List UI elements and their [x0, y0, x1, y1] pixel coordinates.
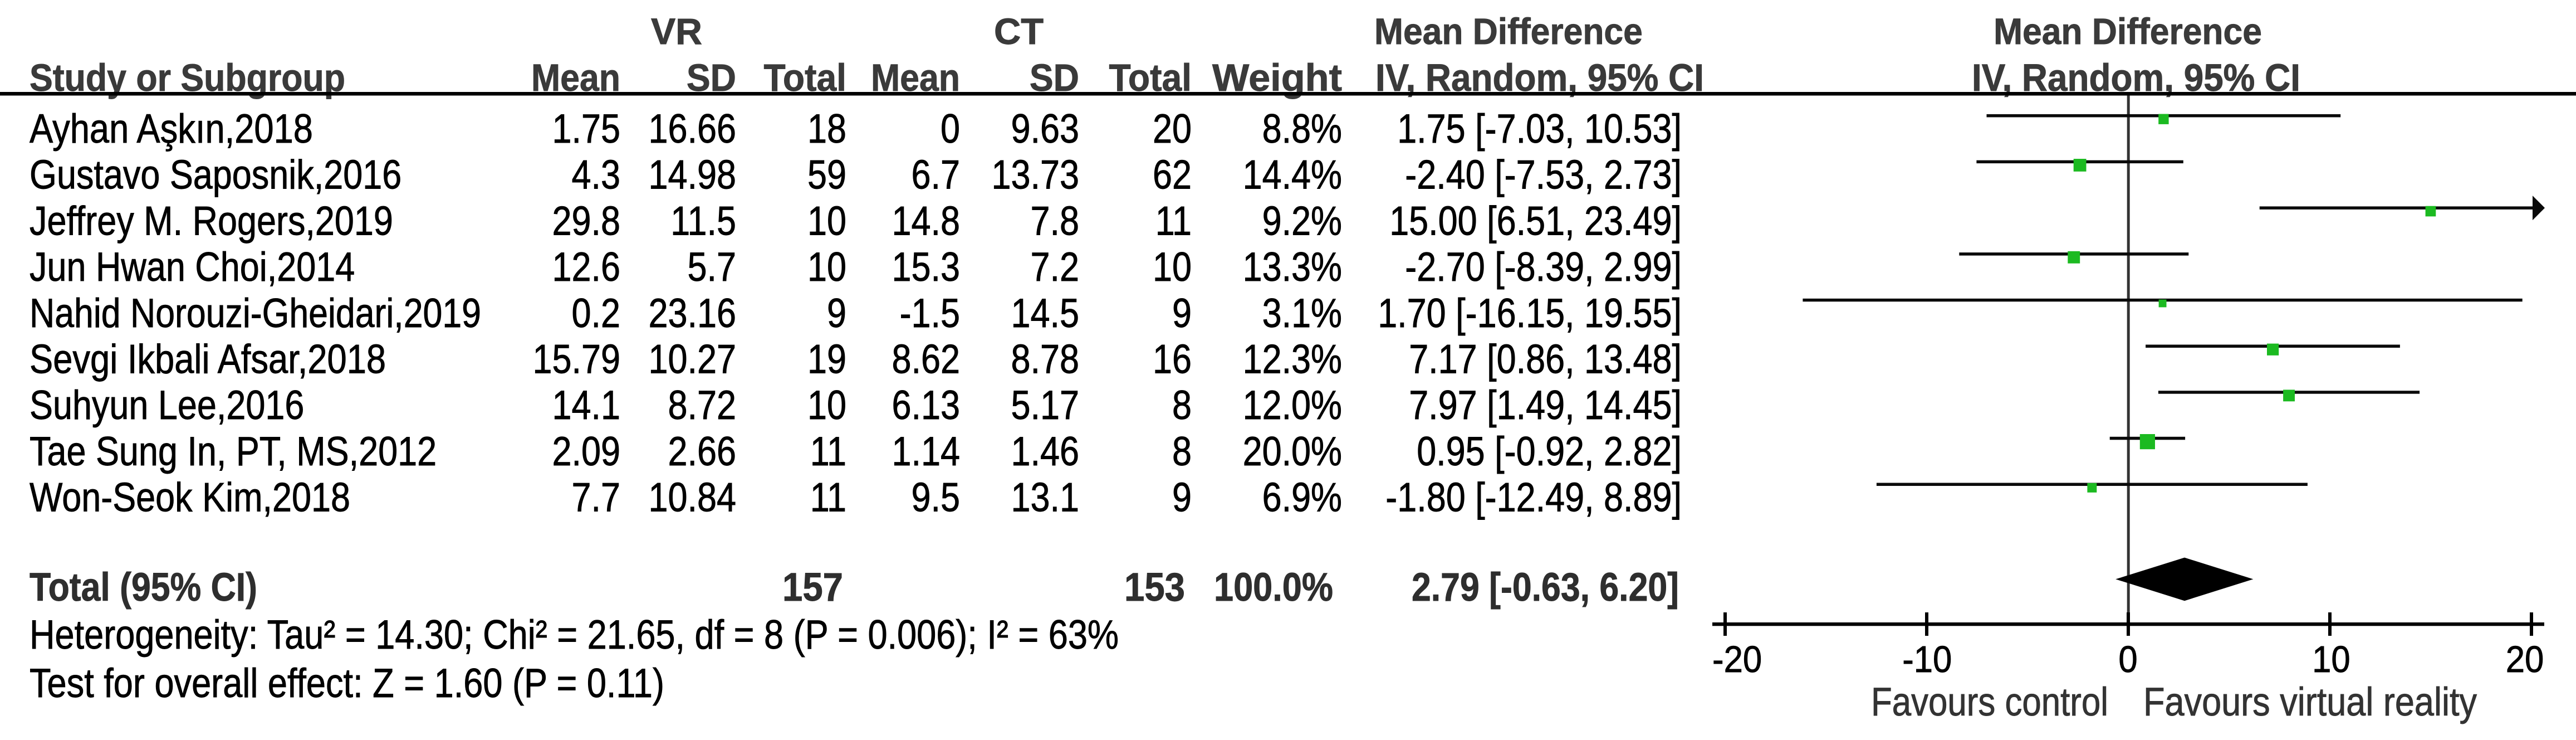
svg-text:12.6: 12.6: [552, 245, 621, 290]
svg-text:3.1%: 3.1%: [1262, 291, 1342, 336]
svg-text:Heterogeneity: Tau² = 14.30; C: Heterogeneity: Tau² = 14.30; Chi² = 21.6…: [30, 612, 1119, 658]
svg-text:23.16: 23.16: [649, 291, 737, 336]
svg-text:-1.80 [-12.49, 8.89]: -1.80 [-12.49, 8.89]: [1385, 475, 1682, 520]
svg-text:6.13: 6.13: [892, 383, 961, 428]
svg-text:2.79 [-0.63, 6.20]: 2.79 [-0.63, 6.20]: [1412, 566, 1679, 610]
svg-text:1.46: 1.46: [1011, 429, 1080, 474]
svg-text:-2.70 [-8.39, 2.99]: -2.70 [-8.39, 2.99]: [1405, 245, 1682, 290]
svg-text:-10: -10: [1902, 639, 1952, 680]
svg-text:Total (95% CI): Total (95% CI): [30, 566, 257, 610]
svg-text:16: 16: [1153, 337, 1192, 382]
svg-text:5.17: 5.17: [1011, 383, 1080, 428]
svg-text:8.8%: 8.8%: [1262, 106, 1342, 152]
svg-text:0: 0: [941, 106, 960, 152]
svg-text:14.8: 14.8: [892, 198, 961, 244]
svg-text:9.5: 9.5: [912, 475, 961, 520]
svg-text:15.00 [6.51, 23.49]: 15.00 [6.51, 23.49]: [1389, 198, 1682, 244]
svg-text:20.0%: 20.0%: [1243, 429, 1342, 474]
svg-text:Mean Difference: Mean Difference: [1994, 11, 2262, 52]
svg-text:12.0%: 12.0%: [1243, 383, 1342, 428]
svg-text:7.7: 7.7: [572, 475, 621, 520]
svg-text:15.3: 15.3: [892, 245, 961, 290]
svg-text:13.73: 13.73: [992, 153, 1080, 198]
svg-text:62: 62: [1153, 153, 1192, 198]
svg-text:11.5: 11.5: [670, 198, 736, 244]
svg-text:Mean Difference: Mean Difference: [1374, 11, 1643, 52]
svg-text:Test for overall effect: Z = 1: Test for overall effect: Z = 1.60 (P = 0…: [30, 661, 664, 706]
svg-text:4.3: 4.3: [572, 153, 621, 198]
svg-text:Tae Sung In, PT, MS,2012: Tae Sung In, PT, MS,2012: [30, 429, 437, 474]
svg-text:Jun Hwan Choi,2014: Jun Hwan Choi,2014: [30, 245, 355, 290]
svg-text:157: 157: [782, 566, 843, 610]
svg-text:100.0%: 100.0%: [1214, 566, 1333, 610]
svg-text:8.78: 8.78: [1011, 337, 1080, 382]
svg-text:14.98: 14.98: [649, 153, 737, 198]
svg-text:14.4%: 14.4%: [1243, 153, 1342, 198]
svg-text:14.1: 14.1: [552, 383, 621, 428]
svg-text:0.2: 0.2: [572, 291, 621, 336]
svg-text:10.84: 10.84: [649, 475, 737, 520]
svg-text:15.79: 15.79: [533, 337, 621, 382]
svg-text:1.14: 1.14: [892, 429, 961, 474]
svg-text:Nahid Norouzi-Gheidari,2019: Nahid Norouzi-Gheidari,2019: [30, 291, 481, 336]
svg-text:Favours control: Favours control: [1871, 680, 2108, 724]
svg-text:Suhyun Lee,2016: Suhyun Lee,2016: [30, 383, 304, 428]
svg-text:10: 10: [2312, 639, 2350, 680]
svg-text:8: 8: [1172, 429, 1192, 474]
svg-text:-2.40 [-7.53, 2.73]: -2.40 [-7.53, 2.73]: [1405, 153, 1682, 198]
svg-text:12.3%: 12.3%: [1243, 337, 1342, 382]
svg-text:CT: CT: [994, 11, 1044, 52]
svg-text:8: 8: [1172, 383, 1192, 428]
svg-text:1.75 [-7.03, 10.53]: 1.75 [-7.03, 10.53]: [1397, 106, 1682, 152]
svg-text:10.27: 10.27: [649, 337, 737, 382]
svg-text:9: 9: [827, 291, 846, 336]
svg-text:7.2: 7.2: [1031, 245, 1080, 290]
svg-text:11: 11: [810, 475, 846, 520]
svg-text:10: 10: [807, 245, 846, 290]
svg-text:11: 11: [1155, 198, 1192, 244]
svg-text:Won-Seok Kim,2018: Won-Seok Kim,2018: [30, 475, 350, 520]
svg-text:13.3%: 13.3%: [1243, 245, 1342, 290]
svg-text:1.75: 1.75: [552, 106, 621, 152]
svg-text:9.2%: 9.2%: [1262, 198, 1342, 244]
svg-text:9: 9: [1172, 475, 1192, 520]
svg-text:11: 11: [810, 429, 846, 474]
svg-text:19: 19: [807, 337, 846, 382]
svg-text:8.62: 8.62: [892, 337, 961, 382]
svg-text:0: 0: [2118, 639, 2137, 680]
svg-text:1.70 [-16.15, 19.55]: 1.70 [-16.15, 19.55]: [1378, 291, 1682, 336]
svg-text:14.5: 14.5: [1011, 291, 1080, 336]
svg-text:Gustavo Saposnik,2016: Gustavo Saposnik,2016: [30, 153, 401, 198]
svg-text:0.95 [-0.92, 2.82]: 0.95 [-0.92, 2.82]: [1417, 429, 1682, 474]
svg-text:7.97 [1.49, 14.45]: 7.97 [1.49, 14.45]: [1409, 383, 1682, 428]
svg-text:7.8: 7.8: [1031, 198, 1080, 244]
svg-text:6.9%: 6.9%: [1262, 475, 1342, 520]
svg-text:9.63: 9.63: [1011, 106, 1080, 152]
svg-text:Ayhan Aşkın,2018: Ayhan Aşkın,2018: [30, 106, 313, 152]
svg-text:10: 10: [807, 383, 846, 428]
svg-text:8.72: 8.72: [668, 383, 737, 428]
svg-text:6.7: 6.7: [912, 153, 961, 198]
svg-text:16.66: 16.66: [649, 106, 737, 152]
svg-text:13.1: 13.1: [1011, 475, 1080, 520]
svg-text:18: 18: [807, 106, 846, 152]
svg-text:Sevgi Ikbali Afsar,2018: Sevgi Ikbali Afsar,2018: [30, 337, 386, 382]
svg-text:Favours virtual reality: Favours virtual reality: [2143, 680, 2477, 724]
svg-text:20: 20: [2506, 639, 2544, 680]
svg-text:Jeffrey M. Rogers,2019: Jeffrey M. Rogers,2019: [30, 198, 393, 244]
svg-text:7.17 [0.86, 13.48]: 7.17 [0.86, 13.48]: [1409, 337, 1682, 382]
svg-text:VR: VR: [651, 11, 702, 52]
svg-text:59: 59: [807, 153, 846, 198]
svg-text:10: 10: [807, 198, 846, 244]
svg-text:153: 153: [1124, 566, 1185, 610]
svg-text:2.66: 2.66: [668, 429, 737, 474]
svg-text:2.09: 2.09: [552, 429, 621, 474]
svg-text:-1.5: -1.5: [900, 291, 960, 336]
svg-text:20: 20: [1153, 106, 1192, 152]
svg-text:5.7: 5.7: [688, 245, 737, 290]
svg-text:-20: -20: [1712, 639, 1762, 680]
svg-text:29.8: 29.8: [552, 198, 621, 244]
svg-text:10: 10: [1153, 245, 1192, 290]
svg-text:9: 9: [1172, 291, 1192, 336]
